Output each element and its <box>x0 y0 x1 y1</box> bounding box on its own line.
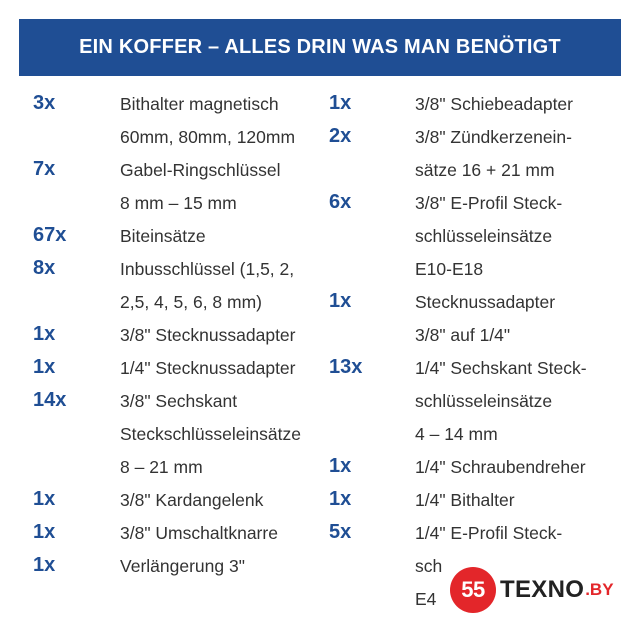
item-quantity: 1x <box>329 455 352 477</box>
list-item: 1x 1/4" Stecknussadapter <box>33 352 333 385</box>
item-quantity: 8x <box>33 257 56 279</box>
list-item: 67x Biteinsätze <box>33 220 333 253</box>
item-quantity: 1x <box>33 554 56 576</box>
item-description-line: E10-E18 <box>415 259 484 279</box>
item-description: 1/4" E-Profil Steck-sch E4 <box>415 517 629 616</box>
item-description-line: 3/8" Schiebeadapter <box>415 94 573 114</box>
item-description-line: 1/4" Stecknussadapter <box>120 358 296 378</box>
item-description: 3/8" E-Profil Steck-schlüsseleinsätze E10… <box>415 187 629 286</box>
logo-badge: 55 <box>450 567 496 613</box>
item-quantity: 6x <box>329 191 352 213</box>
logo-number: 55 <box>461 577 485 602</box>
item-quantity: 1x <box>329 92 352 114</box>
header-banner: EIN KOFFER – ALLES DRIN WAS MAN BENÖTIGT <box>19 19 621 76</box>
item-description-line: 8 mm – 15 mm <box>120 193 237 213</box>
item-description: 1/4" Schraubendreher <box>415 451 629 484</box>
page-title: EIN KOFFER – ALLES DRIN WAS MAN BENÖTIGT <box>79 36 561 58</box>
item-description-line: 3/8" Sechskant <box>120 391 238 411</box>
item-quantity: 1x <box>33 521 56 543</box>
item-description: Inbusschlüssel (1,5, 2, 2,5, 4, 5, 6, 8 m… <box>120 253 333 319</box>
item-quantity: 1x <box>33 323 56 345</box>
item-description-line: Steckschlüsseleinsätze <box>120 424 301 444</box>
right-item-list: 1x 3/8" Schiebeadapter 2x 3/8" Zündkerzenei… <box>329 88 629 616</box>
item-quantity: 13x <box>329 356 363 378</box>
item-description: Stecknussadapter 3/8" auf 1/4" <box>415 286 629 352</box>
item-description-line: 8 – 21 mm <box>120 457 203 477</box>
list-item: 1x 3/8" Umschaltknarre <box>33 517 333 550</box>
item-description-line: 1/4" Schraubendreher <box>415 457 586 477</box>
item-description: Gabel-Ringschlüssel 8 mm – 15 mm <box>120 154 333 220</box>
item-description-line: 2,5, 4, 5, 6, 8 mm) <box>120 292 262 312</box>
item-description-line: Biteinsätze <box>120 226 206 246</box>
item-quantity: 7x <box>33 158 56 180</box>
item-quantity: 1x <box>33 488 56 510</box>
item-description: 3/8" Sechskant Steckschlüsseleinsätze 8 – … <box>120 385 333 484</box>
item-quantity: 1x <box>329 290 352 312</box>
list-item: 1x 1/4" Bithalter <box>329 484 629 517</box>
list-item: 1x 1/4" Schraubendreher <box>329 451 629 484</box>
list-item: 14x 3/8" Sechskant Steckschlüsseleinsätze 8… <box>33 385 333 484</box>
item-quantity: 1x <box>33 356 56 378</box>
item-description-line: 3/8" Umschaltknarre <box>120 523 278 543</box>
item-description: Bithalter magnetisch 60mm, 80mm, 120mm <box>120 88 333 154</box>
item-description-line: 60mm, 80mm, 120mm <box>120 127 296 147</box>
item-description-line: E4 <box>415 589 437 609</box>
list-item: 1x 3/8" Stecknussadapter <box>33 319 333 352</box>
list-item: 1x 3/8" Kardangelenk <box>33 484 333 517</box>
list-item: 1x Stecknussadapter 3/8" auf 1/4" <box>329 286 629 352</box>
item-quantity: 67x <box>33 224 67 246</box>
item-description-line: Inbusschlüssel (1,5, 2, <box>120 259 295 279</box>
item-description-line: 3/8" Zündkerzenein- <box>415 127 572 147</box>
list-item: 6x 3/8" E-Profil Steck-schlüsseleinsätze E… <box>329 187 629 286</box>
item-description: Verlängerung 3" <box>120 550 333 583</box>
logo-name: TEXNO <box>500 576 585 603</box>
item-description-line: 1/4" Sechskant Steck- <box>415 358 587 378</box>
item-quantity: 3x <box>33 92 56 114</box>
item-description-line: schlüsseleinsätze <box>415 226 553 246</box>
item-quantity: 14x <box>33 389 67 411</box>
item-quantity: 2x <box>329 125 352 147</box>
item-description-line: 3/8" E-Profil Steck- <box>415 193 563 213</box>
item-description-line: Stecknussadapter <box>415 292 556 312</box>
item-description-line: 1/4" E-Profil Steck- <box>415 523 563 543</box>
item-description: 3/8" Umschaltknarre <box>120 517 333 550</box>
item-description-line: 3/8" Kardangelenk <box>120 490 264 510</box>
left-item-list: 3x Bithalter magnetisch 60mm, 80mm, 120mm 7… <box>33 88 333 583</box>
item-description: 3/8" Stecknussadapter <box>120 319 333 352</box>
item-description: 3/8" Schiebeadapter <box>415 88 629 121</box>
item-description-line: 3/8" auf 1/4" <box>415 325 511 345</box>
item-description: 3/8" Kardangelenk <box>120 484 333 517</box>
item-description-line: 3/8" Stecknussadapter <box>120 325 296 345</box>
list-item: 1x Verlängerung 3" <box>33 550 333 583</box>
item-description: 1/4" Stecknussadapter <box>120 352 333 385</box>
list-item: 7x Gabel-Ringschlüssel 8 mm – 15 mm <box>33 154 333 220</box>
list-item: 1x 3/8" Schiebeadapter <box>329 88 629 121</box>
item-quantity: 1x <box>329 488 352 510</box>
list-item: 3x Bithalter magnetisch 60mm, 80mm, 120mm <box>33 88 333 154</box>
item-description-line: 1/4" Bithalter <box>415 490 515 510</box>
item-description-line: Bithalter magnetisch <box>120 94 279 114</box>
item-description: Biteinsätze <box>120 220 333 253</box>
item-description-line: Verlängerung 3" <box>120 556 245 576</box>
item-description-line: schlüsseleinsätze <box>415 391 553 411</box>
list-item: 2x 3/8" Zündkerzenein-sätze 16 + 21 mm <box>329 121 629 187</box>
logo-tld: .BY <box>585 580 614 599</box>
list-item: 13x 1/4" Sechskant Steck-schlüsseleinsätz… <box>329 352 629 451</box>
item-quantity: 5x <box>329 521 352 543</box>
list-item: 5x 1/4" E-Profil Steck-sch E4 <box>329 517 629 616</box>
item-description-line: 4 – 14 mm <box>415 424 498 444</box>
item-description-line: sch <box>415 556 443 576</box>
watermark-logo: 55 TEXNO .BY <box>450 567 620 613</box>
list-item: 8x Inbusschlüssel (1,5, 2, 2,5, 4, 5, 6, 8… <box>33 253 333 319</box>
item-description-line: Gabel-Ringschlüssel <box>120 160 281 180</box>
item-description: 1/4" Bithalter <box>415 484 629 517</box>
item-description-line: sätze 16 + 21 mm <box>415 160 555 180</box>
item-description: 3/8" Zündkerzenein-sätze 16 + 21 mm <box>415 121 629 187</box>
item-description: 1/4" Sechskant Steck-schlüsseleinsätze 4 … <box>415 352 629 451</box>
